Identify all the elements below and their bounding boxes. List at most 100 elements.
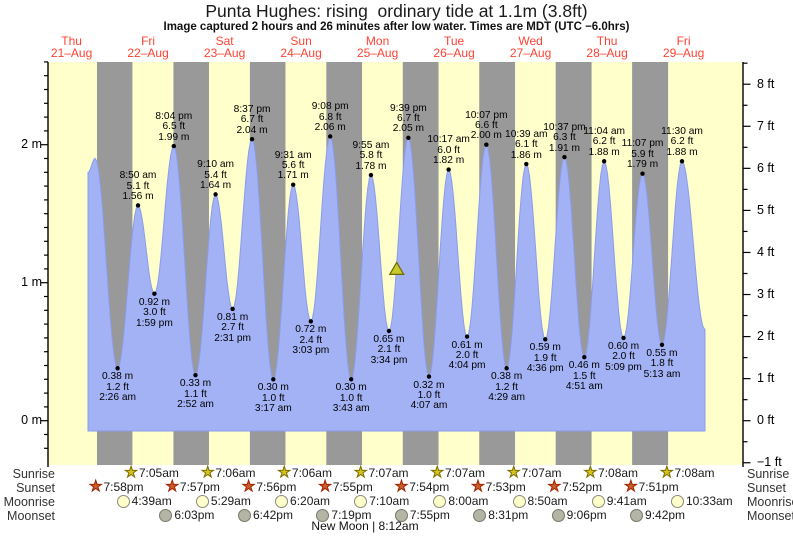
moonrise-entry: 8:00am (433, 494, 488, 508)
tide-extreme-dot (484, 142, 489, 147)
low-tide-annotation: 0.60 m 2.0 ft 5:09 pm (582, 341, 666, 373)
annotation-line: 6.7 ft (397, 113, 420, 124)
annotation-line: 1.8 ft (650, 358, 674, 370)
astro-row-label-left: Moonset (7, 508, 55, 523)
tide-extreme-dot (464, 334, 470, 339)
sunrise-time: 7:08am (598, 466, 639, 480)
high-tide-annotation: 10:07 pm 6.6 ft 2.00 m (444, 109, 528, 142)
moonrise-entry: 4:39am (116, 494, 172, 508)
annotation-line: 4:51 am (565, 381, 603, 393)
moonset-icon (159, 508, 173, 522)
sunrise-star-icon: ★ (583, 464, 598, 481)
sunrise-time: 7:08am (674, 466, 715, 480)
sunrise-time: 7:07am (368, 466, 409, 480)
annotation-line: 11:07 pm (621, 138, 664, 150)
annotation-line: 4:04 pm (448, 360, 486, 372)
right-axis-tick-label: 0 ft (757, 413, 775, 428)
high-tide-annotation: 8:50 am 5.1 ft 1.56 m (96, 170, 180, 202)
annotation-line: 5.6 ft (281, 159, 305, 171)
sunset-star-icon: ★ (547, 478, 562, 495)
annotation-line: 2.05 m (392, 123, 424, 135)
sunset-time: 7:54pm (409, 480, 450, 494)
sunrise-entry: ★ 7:05am (124, 464, 179, 481)
sunset-entry: ★ 7:52pm (547, 478, 602, 495)
day-name: Sun (290, 34, 312, 48)
low-tide-annotation: 0.30 m 1.0 ft 3:17 am (231, 382, 315, 414)
sunset-star-icon: ★ (88, 478, 103, 495)
sunrise-time: 7:05am (138, 466, 179, 480)
annotation-line: 2.0 ft (455, 349, 479, 361)
sunset-entry: ★ 7:53pm (471, 478, 526, 495)
tide-extreme-dot (446, 167, 451, 172)
annotation-line: 6.2 ft (670, 136, 694, 148)
annotation-line: 1.9 ft (533, 352, 557, 364)
high-tide-annotation: 9:31 am 5.6 ft 1.71 m (251, 150, 335, 182)
annotation-line: 5.8 ft (359, 150, 383, 162)
astro-row-label-left: Moonrise (3, 494, 55, 509)
right-axis-tick-label: 4 ft (757, 244, 775, 259)
day-label: Thu 21–Aug (40, 35, 104, 60)
tide-extreme-dot (679, 159, 685, 164)
moonrise-entry: 9:41am (591, 494, 647, 508)
sunrise-time: 7:06am (215, 466, 256, 480)
annotation-line: 0.92 m (138, 296, 170, 308)
moonrise-time: 5:29am (210, 494, 251, 508)
sunrise-star-icon: ★ (124, 464, 138, 481)
annotation-line: 3.0 ft (143, 307, 166, 319)
moonset-icon (237, 508, 251, 522)
sunset-star-icon: ★ (471, 478, 485, 495)
tide-extreme-dot (368, 172, 374, 178)
tide-extreme-dot (659, 342, 665, 347)
annotation-line: 2.04 m (236, 124, 268, 136)
moonset-icon (394, 508, 408, 522)
annotation-line: 6.2 ft (592, 136, 616, 148)
day-date: 22–Aug (127, 45, 169, 60)
moonrise-time: 8:00am (448, 494, 489, 508)
annotation-line: 4:07 am (410, 400, 448, 412)
sunset-time: 7:58pm (103, 480, 144, 494)
annotation-line: 10:07 pm (465, 109, 508, 121)
moonrise-time: 10:33am (685, 494, 733, 508)
right-axis-tick-label: 3 ft (757, 287, 775, 302)
high-tide-annotation: 9:08 pm 6.8 ft 2.06 m (288, 101, 372, 133)
sunrise-entry: ★ 7:06am (200, 465, 256, 481)
day-label: Sat 23–Aug (193, 35, 257, 60)
annotation-line: 0.61 m (451, 339, 483, 351)
sunset-entry: ★ 7:58pm (88, 478, 144, 495)
right-axis-tick-label: 5 ft (757, 202, 775, 217)
low-tide-annotation: 0.32 m 1.0 ft 4:07 am (387, 380, 471, 412)
right-axis-tick-label: 7 ft (757, 118, 775, 133)
day-date: 23–Aug (203, 45, 246, 60)
high-tide-annotation: 10:37 pm 6.3 ft 1.91 m (522, 122, 606, 154)
moonset-entry: 7:19pm (316, 508, 371, 522)
moonset-icon (551, 508, 565, 522)
high-tide-annotation: 9:10 am 5.4 ft 1.64 m (174, 159, 258, 191)
annotation-line: 5.1 ft (126, 180, 150, 192)
annotation-line: 1.1 ft (184, 388, 207, 400)
annotation-line: 9:10 am (197, 159, 234, 171)
low-tide-annotation: 0.72 m 2.4 ft 3:03 pm (269, 324, 353, 356)
tide-extreme-dot (524, 161, 529, 167)
sunset-entry: ★ 7:57pm (165, 479, 220, 495)
annotation-line: 6.5 ft (162, 121, 186, 133)
moonset-time: 6:03pm (174, 508, 215, 522)
moonrise-entry: 5:29am (195, 494, 251, 508)
tide-extreme-dot (290, 182, 296, 187)
sunrise-entry: ★ 7:07am (430, 465, 485, 481)
annotation-line: 2.0 ft (612, 351, 635, 363)
day-label: Sun 24–Aug (269, 34, 333, 59)
day-date: 21–Aug (50, 45, 93, 60)
day-name: Mon (365, 34, 390, 48)
sunset-entry: ★ 7:51pm (624, 479, 679, 495)
annotation-line: 10:39 am (505, 128, 548, 140)
sunrise-entry: ★ 7:07am (354, 465, 409, 481)
moonset-time: 9:42pm (645, 508, 686, 522)
sunset-star-icon: ★ (394, 478, 409, 495)
moonset-entry: 9:42pm (630, 508, 685, 522)
annotation-line: 1.91 m (548, 142, 581, 154)
annotation-line: 11:30 am (661, 126, 703, 138)
day-name: Fri (141, 34, 156, 48)
annotation-line: 8:50 am (119, 170, 157, 182)
moonrise-entry: 7:10am (354, 494, 409, 508)
high-tide-annotation: 11:30 am 6.2 ft 1.88 m (640, 126, 724, 158)
